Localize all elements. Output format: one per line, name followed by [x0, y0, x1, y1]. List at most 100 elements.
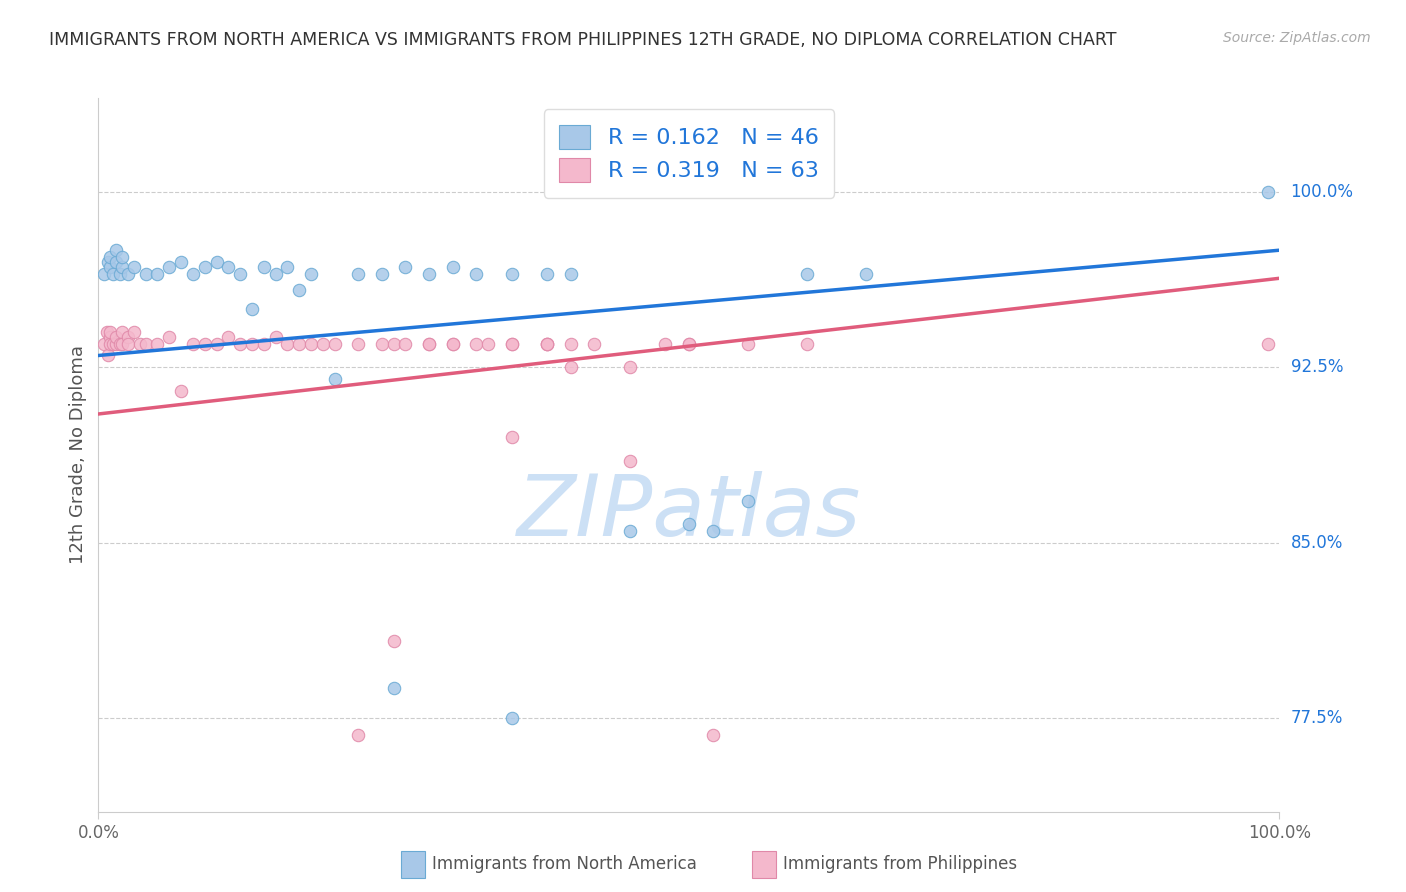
Point [253, 260, 276, 274]
Point [418, 336, 440, 351]
Point [560, 336, 582, 351]
Point [229, 336, 252, 351]
Point [264, 267, 287, 281]
Point [299, 336, 322, 351]
Text: Source: ZipAtlas.com: Source: ZipAtlas.com [1223, 31, 1371, 45]
Point [418, 267, 440, 281]
Point [536, 336, 558, 351]
Legend: R = 0.162   N = 46, R = 0.319   N = 63: R = 0.162 N = 46, R = 0.319 N = 63 [544, 109, 834, 198]
Point [276, 260, 298, 274]
Point [98, 336, 121, 351]
Text: 77.5%: 77.5% [1291, 709, 1343, 727]
Point [347, 727, 370, 741]
Point [501, 430, 523, 444]
Point [146, 267, 169, 281]
Point [170, 384, 193, 398]
Point [536, 336, 558, 351]
Point [205, 255, 228, 269]
Point [347, 336, 370, 351]
Point [194, 260, 217, 274]
Point [299, 267, 322, 281]
Point [583, 336, 606, 351]
Point [288, 283, 311, 297]
Point [382, 681, 405, 695]
Point [619, 454, 641, 468]
Point [105, 330, 128, 344]
Point [702, 524, 724, 538]
Point [93, 336, 115, 351]
Point [477, 336, 499, 351]
Point [619, 360, 641, 375]
Point [111, 250, 134, 264]
Point [312, 336, 335, 351]
Point [371, 267, 394, 281]
Point [98, 250, 121, 264]
Point [371, 336, 394, 351]
Point [240, 336, 263, 351]
Point [323, 372, 346, 386]
Point [737, 336, 759, 351]
Point [96, 325, 118, 339]
Point [394, 336, 416, 351]
Point [678, 336, 700, 351]
Point [157, 330, 180, 344]
Point [536, 267, 558, 281]
Point [441, 336, 464, 351]
Text: IMMIGRANTS FROM NORTH AMERICA VS IMMIGRANTS FROM PHILIPPINES 12TH GRADE, NO DIPL: IMMIGRANTS FROM NORTH AMERICA VS IMMIGRA… [49, 31, 1116, 49]
Point [146, 336, 169, 351]
Point [111, 325, 134, 339]
Point [194, 336, 217, 351]
Point [93, 267, 115, 281]
Point [619, 524, 641, 538]
Point [288, 336, 311, 351]
Text: 100.0%: 100.0% [1291, 183, 1354, 201]
Point [465, 336, 488, 351]
Point [229, 267, 252, 281]
Point [97, 255, 120, 269]
Point [101, 267, 124, 281]
Point [122, 325, 145, 339]
Point [105, 336, 128, 351]
Point [441, 336, 464, 351]
Point [560, 267, 582, 281]
Point [465, 267, 488, 281]
Point [501, 336, 523, 351]
Point [418, 336, 440, 351]
Point [117, 336, 139, 351]
Point [323, 336, 346, 351]
Point [276, 336, 298, 351]
Point [796, 267, 818, 281]
Point [181, 336, 204, 351]
Point [181, 267, 204, 281]
Text: ZIPatlas: ZIPatlas [517, 470, 860, 554]
Point [105, 243, 128, 257]
Point [117, 330, 139, 344]
Point [240, 301, 263, 316]
Point [1257, 185, 1279, 199]
Point [678, 516, 700, 531]
Point [382, 634, 405, 648]
Point [678, 336, 700, 351]
Point [737, 493, 759, 508]
Text: 92.5%: 92.5% [1291, 359, 1343, 376]
Point [855, 267, 877, 281]
Text: 85.0%: 85.0% [1291, 533, 1343, 551]
Point [105, 255, 128, 269]
Point [264, 330, 287, 344]
Point [122, 260, 145, 274]
Point [217, 260, 239, 274]
Point [128, 336, 150, 351]
Point [111, 260, 134, 274]
Point [98, 325, 121, 339]
Text: Immigrants from North America: Immigrants from North America [432, 855, 696, 873]
Point [654, 336, 676, 351]
Point [441, 260, 464, 274]
Point [501, 336, 523, 351]
Point [382, 336, 405, 351]
Point [117, 267, 139, 281]
Text: Immigrants from Philippines: Immigrants from Philippines [783, 855, 1018, 873]
Point [560, 360, 582, 375]
Point [205, 336, 228, 351]
Point [501, 267, 523, 281]
Point [135, 267, 157, 281]
